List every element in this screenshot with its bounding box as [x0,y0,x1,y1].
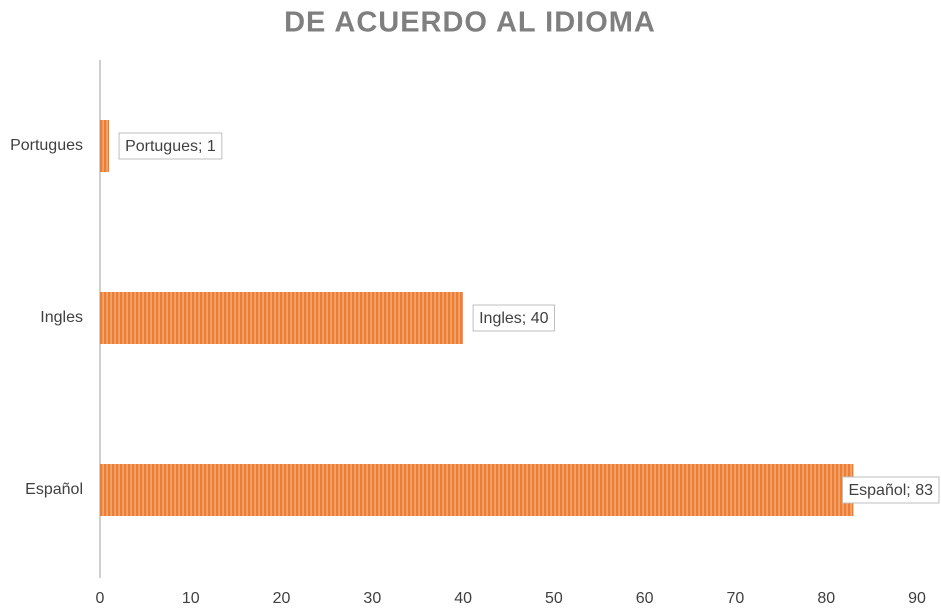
chart-title: DE ACUERDO AL IDIOMA [284,7,656,39]
y-tick-label: Ingles [40,309,83,326]
x-tick-label: 80 [817,590,835,607]
y-tick-label: Portugues [10,137,83,154]
data-label-box [472,304,556,332]
bar [100,464,854,516]
bar [100,120,110,172]
data-label: Ingles; 40 [479,310,548,327]
x-tick-label: 90 [908,590,926,607]
x-tick-label: 20 [273,590,291,607]
y-tick-label: Español [25,481,83,498]
data-label-box [841,476,940,504]
x-tick-label: 50 [545,590,563,607]
x-tick-label: 40 [454,590,472,607]
data-label: Español; 83 [848,482,933,499]
bar [100,292,464,344]
x-tick-label: 70 [727,590,745,607]
data-label: Portugues; 1 [125,138,216,155]
x-tick-label: 60 [636,590,654,607]
x-tick-label: 10 [182,590,200,607]
data-label-box [118,132,223,160]
x-tick-label: 0 [96,590,105,607]
x-tick-label: 30 [363,590,381,607]
